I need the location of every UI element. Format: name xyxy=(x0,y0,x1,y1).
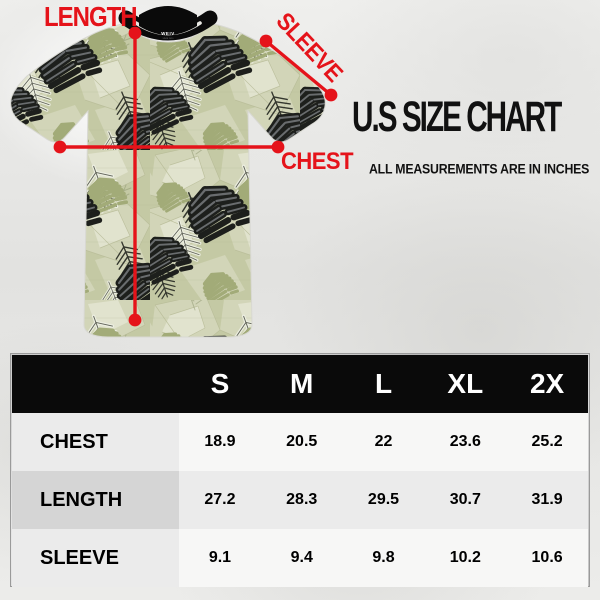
svg-text:CHEST: CHEST xyxy=(281,147,353,174)
svg-text:SINCE 2020: SINCE 2020 xyxy=(163,38,174,40)
svg-text:LENGTH: LENGTH xyxy=(44,3,137,33)
svg-text:WEIV: WEIV xyxy=(161,31,175,36)
